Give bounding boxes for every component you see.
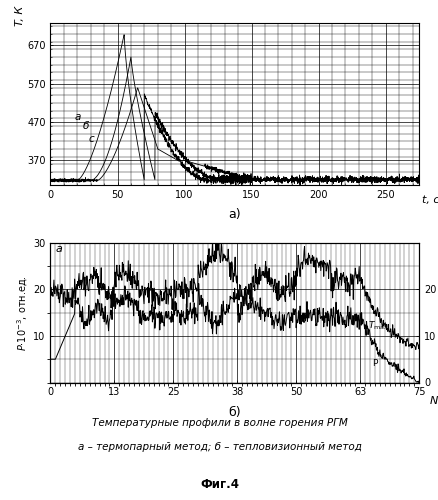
Text: Температурные профили в волне горения РГМ: Температурные профили в волне горения РГ…: [92, 418, 346, 428]
Text: a: a: [55, 244, 62, 254]
Y-axis label: $P{\cdot}10^{-3}$, отн.ед.: $P{\cdot}10^{-3}$, отн.ед.: [16, 274, 30, 350]
X-axis label: N: N: [429, 396, 437, 406]
X-axis label: t, с: t, с: [420, 195, 438, 205]
Text: а – термопарный метод; б – тепловизионный метод: а – термопарный метод; б – тепловизионны…: [78, 442, 360, 452]
Text: P: P: [372, 359, 377, 368]
Text: Фиг.4: Фиг.4: [200, 478, 238, 490]
Text: c: c: [88, 134, 94, 144]
Text: б): б): [228, 406, 240, 419]
Y-axis label: T, К: T, К: [14, 6, 25, 26]
Text: б: б: [82, 120, 89, 130]
Text: а): а): [228, 208, 240, 221]
Text: $T_{\rm max}$: $T_{\rm max}$: [367, 320, 388, 332]
Text: a: a: [74, 112, 81, 122]
